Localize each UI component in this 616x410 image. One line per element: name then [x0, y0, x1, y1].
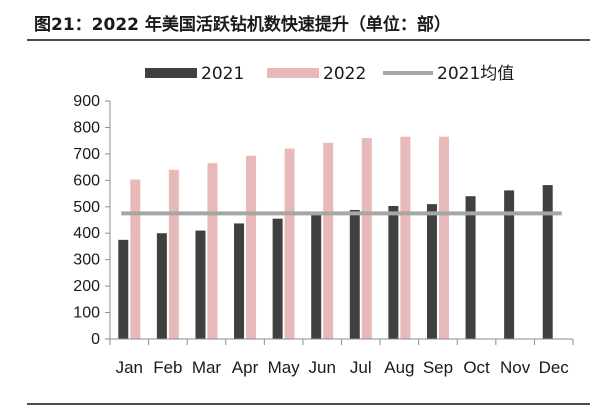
y-tick-label: 200 [73, 278, 100, 295]
x-tick-label: Mar [192, 358, 222, 377]
bar-2021-Jun [311, 214, 322, 339]
x-tick-label: Nov [500, 358, 531, 377]
x-tick-label: Feb [153, 358, 182, 377]
bar-2021-Sep [426, 204, 437, 339]
y-tick-label: 500 [73, 199, 100, 216]
bar-2022-May [284, 148, 295, 339]
legend-label-2021均值: 2021均值 [437, 64, 514, 84]
bar-2022-Jan [130, 179, 141, 339]
bar-2022-Jul [361, 138, 372, 339]
y-tick-label: 0 [91, 331, 100, 348]
y-tick-label: 700 [73, 146, 100, 163]
bar-2021-Oct [465, 196, 476, 339]
bar-2021-Jan [118, 239, 129, 339]
x-tick-label: Oct [463, 358, 490, 377]
y-tick-label: 600 [73, 172, 100, 189]
bar-2022-Sep [438, 136, 449, 339]
bar-2021-Apr [234, 223, 245, 339]
y-tick-label: 300 [73, 252, 100, 269]
x-tick-label: May [268, 358, 301, 377]
x-tick-label: Dec [539, 358, 570, 377]
x-tick-label: Jul [350, 358, 372, 377]
bar-2022-Mar [207, 163, 218, 339]
y-axis: 0 100 200 300 400 500 600 700 800 900 [73, 93, 111, 348]
x-tick-label: Jun [308, 358, 335, 377]
bar-2021-May [272, 218, 283, 339]
y-tick-label: 400 [73, 225, 100, 242]
bar-2021-Dec [542, 185, 553, 339]
x-tick-label: Sep [423, 358, 453, 377]
legend-label-2022: 2022 [323, 64, 366, 84]
x-axis: Jan Feb Mar Apr May Jun Jul Aug Sep Oct Nov Dec [109, 338, 574, 377]
bar-2021-Feb [156, 233, 167, 339]
y-tick-label: 800 [73, 119, 100, 136]
x-tick-label: Aug [384, 358, 414, 377]
legend: 2021 2022 2021均值 [145, 64, 514, 84]
x-tick-label: Apr [232, 358, 259, 377]
legend-swatch-2022 [267, 68, 319, 78]
bar-2021-Nov [504, 190, 515, 339]
legend-label-2021: 2021 [201, 64, 244, 84]
bar-2021-Mar [195, 230, 206, 339]
chart-title: 图21：2022 年美国活跃钻机数快速提升（单位：部） [34, 14, 451, 35]
bar-2022-Apr [246, 155, 257, 339]
bar-2021-Jul [349, 209, 360, 339]
y-tick-label: 100 [73, 305, 100, 322]
bar-2022-Aug [400, 136, 411, 339]
bar-2022-Jun [323, 142, 334, 339]
bars [118, 136, 553, 339]
x-tick-label: Jan [116, 358, 143, 377]
y-tick-label: 900 [73, 93, 100, 110]
legend-swatch-2021 [145, 68, 197, 78]
bar-2021-Aug [388, 205, 399, 339]
bar-2022-Feb [168, 169, 179, 339]
